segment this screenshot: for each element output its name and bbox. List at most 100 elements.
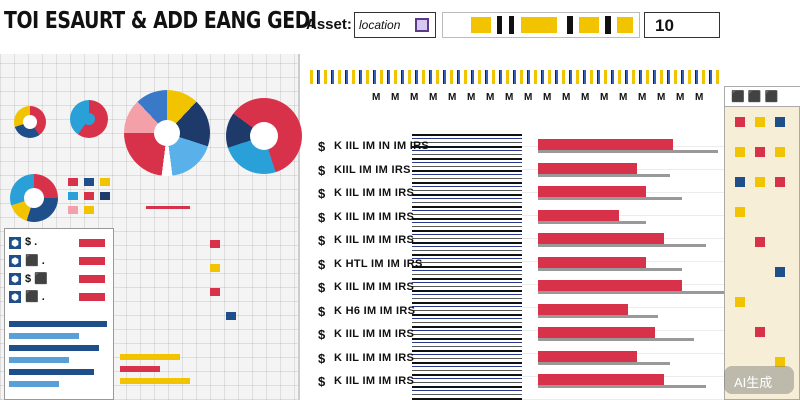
task-dollar-icon: $ [318, 139, 326, 154]
progress-strip [9, 321, 107, 327]
list-item-label: $ . [25, 236, 38, 248]
panel-chip [755, 327, 765, 337]
list-item-icon: ⬢ [9, 237, 21, 249]
task-label: K H6 IM IM IRS [334, 304, 416, 317]
panel-chip [735, 297, 745, 307]
donut-chart-1[interactable] [14, 106, 46, 138]
task-baseline [538, 385, 706, 388]
panel-chip [755, 147, 765, 157]
timeline-label: M [410, 92, 419, 103]
timeline-label: M [600, 92, 609, 103]
donut-chart-3[interactable] [226, 98, 302, 174]
list-item[interactable]: ⬢ ⬛ . [9, 289, 109, 305]
list-item-icon: ⬢ [9, 291, 21, 303]
progress-strip [9, 357, 69, 363]
task-row[interactable]: $ K IIL IM IM IRS [314, 228, 724, 251]
task-bar[interactable] [538, 186, 646, 198]
task-bar[interactable] [538, 233, 664, 245]
page-title: TOI ESAURT & ADD EANG GEDI [4, 8, 317, 34]
task-row[interactable]: $ K HTL IM IM IRS [314, 252, 724, 275]
timeline-band[interactable] [310, 70, 722, 84]
donut-chart-4[interactable] [10, 174, 58, 222]
task-row[interactable]: $ K IIL IM IM IRS [314, 369, 724, 392]
donut-hole [250, 122, 278, 150]
timeline-label: M [657, 92, 666, 103]
task-label: K IIL IM IM IRS [334, 375, 415, 387]
legend-chip [68, 178, 78, 186]
app-header: TOI ESAURT & ADD EANG GEDI Asset: locati… [0, 0, 800, 48]
task-row[interactable]: $ K IIL IM IM IRS [314, 181, 724, 204]
right-panel-title: ⬛ ⬛ ⬛ [731, 91, 779, 103]
task-row[interactable]: $ KIIL IM IM IRS [314, 158, 724, 181]
panel-chip [735, 117, 745, 127]
task-bar[interactable] [538, 256, 646, 269]
legend-chip [84, 206, 94, 214]
task-dollar-icon: $ [318, 280, 326, 295]
task-label: K IIL IM IM IRS [334, 281, 415, 293]
timeline-label: M [524, 92, 533, 103]
legend-chip [84, 178, 94, 186]
task-bar[interactable] [538, 209, 619, 222]
task-bar[interactable] [538, 327, 655, 339]
task-label: KIIL IM IM IRS [334, 163, 411, 176]
task-row[interactable]: $ K IIL IM IM IRS [314, 205, 724, 228]
list-item[interactable]: ⬢ ⬛ . [9, 253, 109, 269]
filter-chip [567, 16, 573, 34]
task-bar[interactable] [538, 162, 637, 175]
task-label: K HTL IM IM IRS [334, 257, 423, 270]
list-item[interactable]: ⬢ $ . [9, 235, 109, 251]
panel-chip [775, 357, 785, 367]
marker-chip [210, 264, 220, 272]
legend-chip [68, 192, 78, 200]
task-dollar-icon: $ [318, 327, 326, 342]
task-row[interactable]: $ K H6 IM IM IRS [314, 299, 724, 322]
timeline-label: M [581, 92, 590, 103]
panel-chip [775, 147, 785, 157]
panel-chip [755, 117, 765, 127]
donut-chart-2[interactable] [70, 100, 108, 138]
task-bar[interactable] [538, 374, 664, 386]
legend-chip [68, 206, 78, 214]
status-badge [79, 293, 105, 301]
task-baseline [538, 220, 646, 224]
count-value: 10 [655, 16, 674, 35]
list-item-label: $ ⬛ [25, 273, 48, 285]
progress-strip [9, 381, 59, 387]
filter-field[interactable] [442, 12, 640, 38]
timeline-label: M [505, 92, 514, 103]
marker-line [146, 206, 190, 209]
timeline-label: M [486, 92, 495, 103]
task-baseline [538, 150, 718, 153]
task-row[interactable]: $ K IIL IM IM IRS [314, 346, 724, 369]
timeline-label: M [467, 92, 476, 103]
status-badge [79, 257, 105, 265]
panel-chip [735, 177, 745, 187]
legend-chip [84, 192, 94, 200]
timeline-label: M [562, 92, 571, 103]
task-row[interactable]: $ K IIL IM IN IM IRS [314, 134, 724, 157]
filter-chip [509, 16, 514, 34]
location-field[interactable]: location [354, 12, 436, 38]
stacked-strip [120, 378, 190, 384]
panel-chip [735, 207, 745, 217]
task-row[interactable]: $ K IIL IM IM IRS [314, 322, 724, 345]
task-bar[interactable] [538, 280, 682, 292]
task-row[interactable]: $ K IIL IM IM IRS [314, 275, 730, 298]
task-bar[interactable] [538, 350, 637, 363]
task-bar[interactable] [538, 303, 628, 316]
donut-hole [24, 188, 44, 208]
list-item[interactable]: ⬢ $ ⬛ [9, 271, 109, 287]
progress-strip [9, 369, 94, 375]
task-bar[interactable] [538, 139, 673, 151]
task-label: K IIL IM IM IRS [334, 328, 415, 340]
right-panel: ⬛ ⬛ ⬛ [724, 86, 800, 400]
right-panel-header: ⬛ ⬛ ⬛ [725, 87, 800, 107]
location-icon [415, 18, 429, 32]
count-field[interactable]: 10 [644, 12, 720, 38]
pie-chart-main[interactable] [124, 90, 210, 176]
ai-generated-badge: AI生成 [724, 366, 794, 394]
list-item-label: ⬛ . [25, 291, 45, 303]
gantt-chart: $ K IIL IM IN IM IRS $ KIIL IM IM IRS $ K IIL… [314, 128, 730, 400]
filter-chip [471, 17, 491, 33]
list-item-label: ⬛ . [25, 255, 45, 267]
